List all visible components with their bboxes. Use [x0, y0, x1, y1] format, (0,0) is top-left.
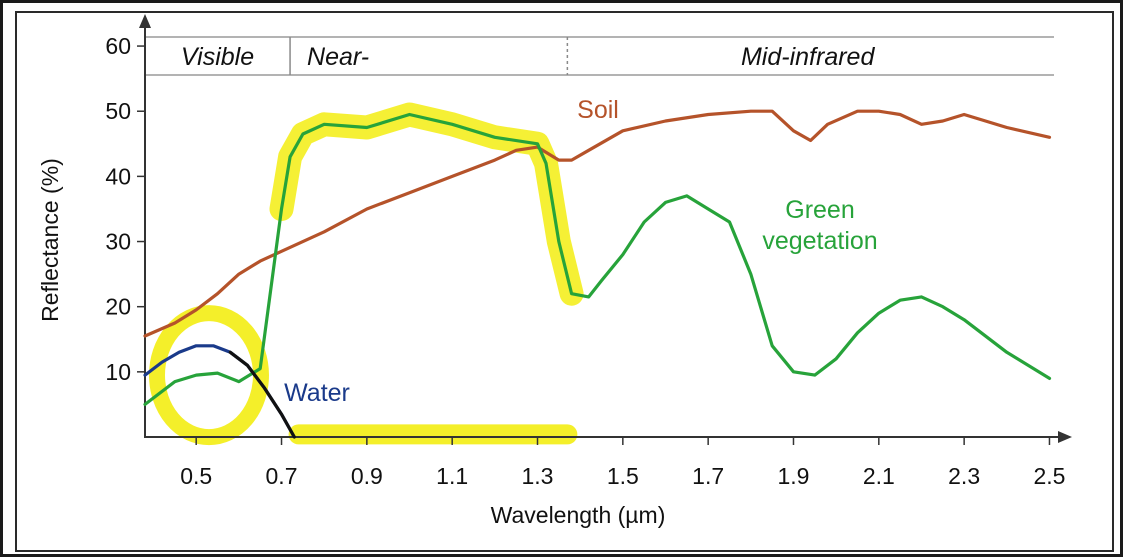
y-tick-label: 50 [105, 98, 131, 124]
x-tick-label: 2.5 [1033, 463, 1065, 489]
x-tick-label: 1.3 [522, 463, 554, 489]
x-tick-label: 0.9 [351, 463, 383, 489]
series-line-soil [143, 109, 1052, 338]
y-axis-arrow [139, 14, 151, 28]
x-tick-label: 0.5 [180, 463, 212, 489]
y-tick-label: 60 [105, 33, 131, 59]
x-axis-title: Wavelength (µm) [491, 502, 666, 528]
x-tick-label: 2.3 [948, 463, 980, 489]
x-tick-label: 1.5 [607, 463, 639, 489]
x-tick-label: 1.7 [692, 463, 724, 489]
highlighter-marks [148, 102, 584, 446]
water-label: Water [284, 379, 350, 407]
y-tick-label: 20 [105, 294, 131, 320]
band-label: Visible [181, 43, 254, 71]
y-axis-title: Reflectance (%) [37, 158, 63, 322]
series-line-green-vegetation [143, 112, 1052, 406]
x-tick-label: 2.1 [863, 463, 895, 489]
series-line-water-tail [228, 350, 296, 439]
axes: 0.5 0.7 0.9 1.1 1.3 1.5 1.7 1.9 2.1 2.3 2.5 10 20 30 4… [37, 14, 1072, 528]
series-lines [143, 109, 1052, 439]
y-tick-label: 30 [105, 229, 131, 255]
soil-label: Soil [577, 96, 619, 124]
x-tick-label: 0.7 [266, 463, 298, 489]
x-tick-label: 1.1 [436, 463, 468, 489]
green-label: Green [785, 196, 854, 224]
band-label: Mid-infrared [741, 43, 875, 71]
y-tick-label: 40 [105, 163, 131, 189]
spectral-band-header: Visible Near- Mid-infrared [145, 36, 1054, 76]
y-tick-label: 10 [105, 359, 131, 385]
vegetation-label: vegetation [762, 227, 877, 255]
series-labels: Soil Green vegetation Water [284, 96, 878, 407]
band-label: Near- [307, 43, 369, 71]
x-tick-label: 1.9 [777, 463, 809, 489]
inner-frame [15, 11, 1114, 552]
x-axis-arrow [1058, 431, 1072, 443]
